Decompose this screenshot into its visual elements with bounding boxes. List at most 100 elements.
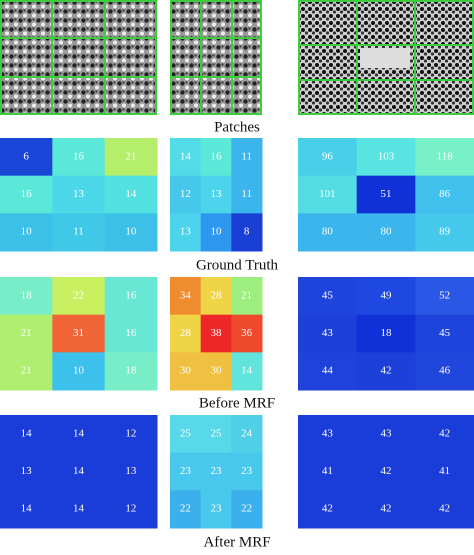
cell-value: 10 bbox=[211, 226, 223, 238]
patch-images bbox=[0, 0, 474, 115]
heat-cell bbox=[170, 213, 202, 252]
cell-value: 18 bbox=[381, 327, 393, 339]
cell-value: 13 bbox=[73, 188, 85, 200]
heat-cell bbox=[0, 352, 53, 391]
caption: Patches bbox=[214, 119, 260, 135]
heat-cell bbox=[200, 175, 232, 214]
cell-value: 14 bbox=[73, 503, 85, 515]
cell-value: 18 bbox=[125, 365, 137, 377]
cell-value: 24 bbox=[241, 427, 253, 439]
cell-value: 42 bbox=[381, 365, 392, 377]
heat-cell bbox=[231, 138, 263, 177]
heat-cell bbox=[415, 175, 474, 214]
cell-value: 34 bbox=[180, 289, 192, 301]
heat-cell bbox=[52, 277, 106, 316]
cell-value: 103 bbox=[378, 150, 395, 162]
cell-value: 14 bbox=[73, 465, 85, 477]
cell-value: 43 bbox=[322, 327, 334, 339]
heat-cell bbox=[231, 452, 263, 491]
cell-value: 42 bbox=[322, 503, 333, 515]
cell-value: 14 bbox=[241, 365, 253, 377]
heat-cell bbox=[0, 490, 53, 529]
cell-value: 16 bbox=[211, 150, 223, 162]
cell-value: 14 bbox=[73, 427, 85, 439]
heat-cell bbox=[0, 175, 53, 214]
patch-vehicle bbox=[360, 48, 410, 68]
cell-value: 86 bbox=[439, 188, 451, 200]
heat-cell bbox=[104, 138, 158, 177]
cell-value: 30 bbox=[180, 365, 192, 377]
cell-value: 38 bbox=[211, 327, 223, 339]
heat-cell bbox=[0, 277, 53, 316]
cell-value: 21 bbox=[21, 365, 32, 377]
heat-cell bbox=[298, 175, 358, 214]
heat-cell bbox=[231, 213, 263, 252]
cell-value: 23 bbox=[211, 465, 223, 477]
cell-value: 18 bbox=[21, 289, 33, 301]
heat-cell bbox=[415, 352, 474, 391]
heat-cell bbox=[298, 314, 358, 353]
heat-cell bbox=[104, 352, 158, 391]
heat-cell bbox=[415, 138, 474, 177]
heat-cell bbox=[0, 138, 53, 177]
heat-cell bbox=[52, 352, 106, 391]
cell-value: 13 bbox=[211, 188, 223, 200]
cell-value: 10 bbox=[125, 226, 137, 238]
cell-value: 44 bbox=[322, 365, 334, 377]
heat-cell bbox=[356, 452, 416, 491]
cell-value: 6 bbox=[23, 150, 29, 162]
cell-value: 11 bbox=[73, 226, 84, 238]
heat-cell bbox=[52, 213, 106, 252]
cell-value: 101 bbox=[319, 188, 336, 200]
cell-value: 43 bbox=[322, 427, 334, 439]
heat-cell bbox=[52, 490, 106, 529]
heat-cell bbox=[356, 415, 416, 454]
cell-value: 42 bbox=[439, 503, 450, 515]
heat-cell bbox=[200, 314, 232, 353]
heat-cell bbox=[231, 415, 263, 454]
heat-cell bbox=[170, 314, 202, 353]
heat-cell bbox=[200, 490, 232, 529]
cell-value: 23 bbox=[241, 465, 253, 477]
heat-cell bbox=[200, 213, 232, 252]
cell-value: 8 bbox=[244, 226, 250, 238]
cell-value: 13 bbox=[180, 226, 192, 238]
cell-value: 41 bbox=[439, 465, 450, 477]
heat-cell bbox=[0, 213, 53, 252]
cell-value: 16 bbox=[73, 150, 85, 162]
heat-cell bbox=[356, 314, 416, 353]
cell-value: 12 bbox=[125, 427, 136, 439]
cell-value: 46 bbox=[439, 365, 451, 377]
cell-value: 52 bbox=[439, 289, 450, 301]
cell-value: 22 bbox=[180, 503, 191, 515]
cell-value: 16 bbox=[125, 327, 137, 339]
caption: Ground Truth bbox=[196, 257, 279, 273]
cell-value: 22 bbox=[241, 503, 252, 515]
heat-cell bbox=[356, 175, 416, 214]
heat-cell bbox=[356, 352, 416, 391]
heat-cell bbox=[200, 352, 232, 391]
heat-cell bbox=[415, 452, 474, 491]
heat-cell bbox=[170, 415, 202, 454]
cell-value: 43 bbox=[381, 427, 393, 439]
cell-value: 42 bbox=[439, 427, 450, 439]
cell-value: 10 bbox=[21, 226, 33, 238]
cell-value: 16 bbox=[21, 188, 33, 200]
heat-cell bbox=[298, 490, 358, 529]
cell-value: 42 bbox=[381, 465, 392, 477]
cell-value: 36 bbox=[241, 327, 253, 339]
heat-cell bbox=[52, 175, 106, 214]
cell-value: 25 bbox=[180, 427, 192, 439]
heat-cell bbox=[200, 415, 232, 454]
cell-value: 23 bbox=[211, 503, 223, 515]
heat-cell bbox=[200, 452, 232, 491]
cell-value: 14 bbox=[21, 503, 33, 515]
caption: Before MRF bbox=[199, 395, 275, 411]
heat-cell bbox=[52, 452, 106, 491]
cell-value: 45 bbox=[439, 327, 451, 339]
heat-cell bbox=[52, 314, 106, 353]
heat-cell bbox=[415, 415, 474, 454]
patch-image bbox=[170, 0, 262, 115]
heat-cell bbox=[231, 314, 263, 353]
